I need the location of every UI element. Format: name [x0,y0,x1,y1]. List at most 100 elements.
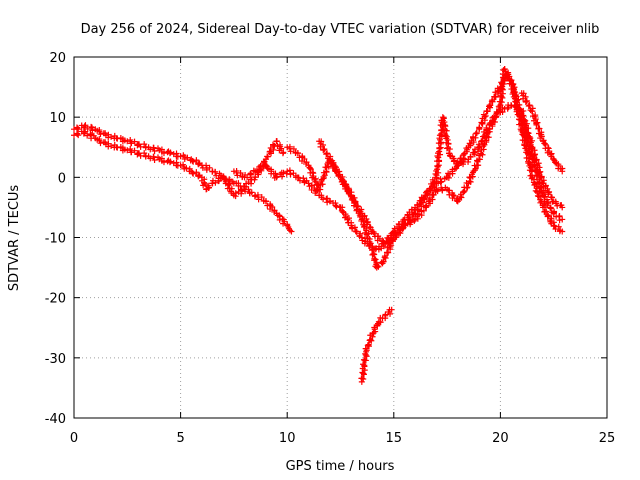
data-point-track-b [96,136,103,143]
data-point-track-e [354,202,361,209]
data-point-track-a [114,135,121,142]
x-tick-label: 15 [386,431,403,446]
data-point-track-d [446,146,453,153]
data-point-track-c [284,168,291,175]
data-point-track-e [430,191,437,198]
data-point-track-c [486,103,493,110]
data-point-track-a [267,148,274,155]
data-point-track-b [82,128,89,135]
data-point-track-c [547,205,554,212]
data-point-track-d [552,198,559,205]
data-point-track-e [555,223,562,230]
data-point-track-b [288,228,295,235]
data-point-track-e [320,147,327,154]
data-point-track-b [183,165,190,172]
data-point-track-c [472,130,479,137]
data-point-track-e [485,134,492,141]
data-point-track-e [365,230,372,237]
data-point-track-a [273,138,280,145]
data-point-track-b [114,144,121,151]
data-point-track-f [523,98,530,105]
data-point-track-e [500,67,507,74]
data-point-track-g [361,362,368,369]
data-point-track-b [245,186,252,193]
data-point-track-c [247,170,254,177]
data-point-track-d [530,152,537,159]
data-point-track-e [457,193,464,200]
data-point-track-d [525,130,532,137]
data-point-track-e [396,229,403,236]
data-point-track-d [545,189,552,196]
data-point-track-c [349,225,356,232]
data-point-track-a [158,146,165,153]
data-point-track-d [544,185,551,192]
data-point-track-a [151,148,158,155]
data-point-track-e [381,254,388,261]
data-point-track-b [127,145,134,152]
data-point-track-e [509,81,516,88]
data-point-track-e [548,215,555,222]
data-point-track-e [371,246,378,253]
data-point-track-a [184,154,191,161]
data-points [71,66,566,385]
data-point-track-c [300,175,307,182]
x-tick-labels: 0 5 10 15 20 25 [70,431,615,446]
x-tick-label: 0 [70,431,78,446]
data-point-track-d [548,194,555,201]
data-point-track-a [81,123,88,130]
data-point-track-a [173,150,180,157]
data-point-track-e [511,86,518,93]
data-point-track-e [492,114,499,121]
data-point-track-b [151,157,158,164]
data-point-track-b [225,180,232,187]
data-point-track-b [189,169,196,176]
data-point-track-c [487,102,494,109]
data-point-track-b [201,179,208,186]
data-point-track-e [552,226,559,233]
data-point-track-b [75,132,82,139]
data-point-track-a [278,145,285,152]
data-point-track-e [488,120,495,127]
data-point-track-e [476,156,483,163]
data-point-track-d [370,229,377,236]
data-point-track-b [206,184,213,191]
data-point-track-c [318,192,325,199]
data-point-track-d [540,177,547,184]
data-point-track-e [420,207,427,214]
data-point-track-f [533,120,540,127]
grid-lines [74,57,607,418]
data-point-track-a [97,131,104,138]
data-point-track-e [520,132,527,139]
data-point-track-e [499,81,506,88]
data-point-track-b [258,194,265,201]
data-point-track-c [478,119,485,126]
data-point-track-e [400,225,407,232]
data-point-track-e [451,193,458,200]
data-point-track-d [538,173,545,180]
data-point-track-d [366,224,373,231]
axis-ticks [73,56,608,419]
data-point-track-g [358,375,365,382]
data-point-track-d [424,190,431,197]
data-point-track-a [203,162,210,169]
data-point-track-b [158,155,165,162]
data-point-track-f [535,125,542,132]
x-axis-label: GPS time / hours [286,459,395,474]
data-point-track-e [510,93,517,100]
data-point-track-b [97,140,104,147]
y-tick-label: 20 [49,51,66,66]
data-point-track-e [380,258,387,265]
data-point-track-e [486,125,493,132]
data-point-track-a [124,138,131,145]
data-point-track-a [167,149,174,156]
data-point-track-e [331,163,338,170]
data-point-track-f [522,99,529,106]
data-point-track-b [74,131,81,138]
data-point-track-c [332,200,339,207]
data-point-track-e [450,192,457,199]
data-point-track-e [532,187,539,194]
data-point-track-c [445,174,452,181]
data-point-track-e [493,108,500,115]
data-point-track-c [488,98,495,105]
data-point-track-d [319,181,326,188]
